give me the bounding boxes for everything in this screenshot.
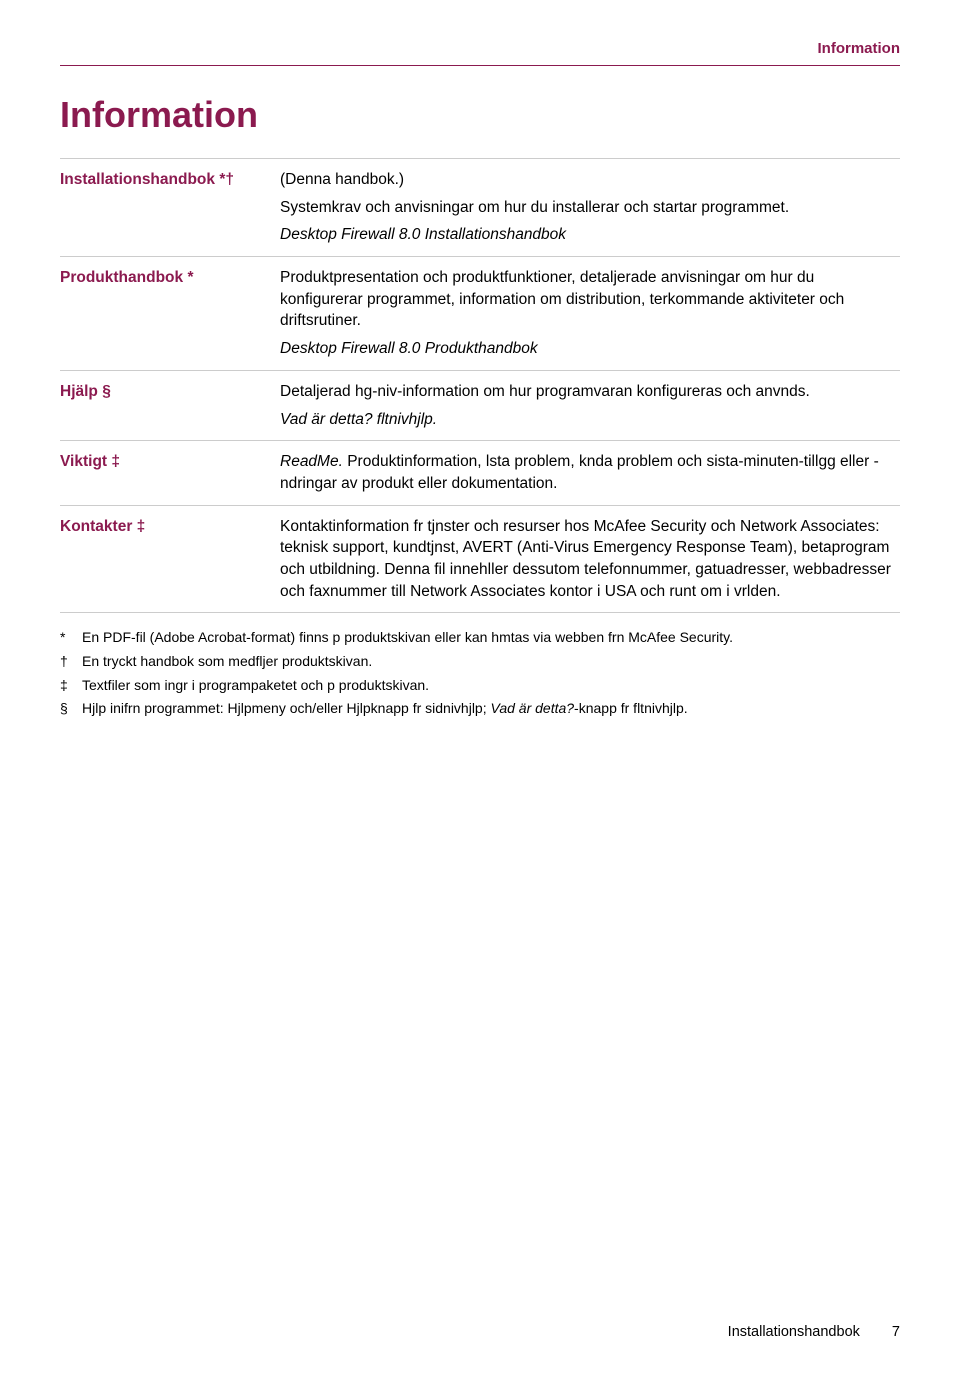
description-paragraph: Detaljerad hg-niv-information om hur pro… [280, 381, 892, 403]
footnote: *En PDF-fil (Adobe Acrobat-format) finns… [60, 627, 900, 649]
term-cell: Installationshandbok *† [60, 159, 280, 257]
table-row: Hjälp §Detaljerad hg-niv-information om … [60, 370, 900, 440]
page-title: Information [60, 94, 900, 136]
table-row: Produkthandbok *Produktpresentation och … [60, 257, 900, 371]
description-paragraph: Desktop Firewall 8.0 Produkthandbok [280, 338, 892, 360]
footer-page-number: 7 [892, 1324, 900, 1340]
term-cell: Hjälp § [60, 370, 280, 440]
footnote-text: En tryckt handbok som medfljer produktsk… [82, 651, 372, 673]
table-row: Installationshandbok *†(Denna handbok.) S… [60, 159, 900, 257]
description-paragraph: (Denna handbok.) [280, 169, 892, 191]
description-paragraph: Desktop Firewall 8.0 Installationshandbo… [280, 224, 892, 246]
footnote-symbol: † [60, 651, 82, 673]
description-paragraph: Produktpresentation och produktfunktione… [280, 267, 892, 332]
footnote-symbol: ‡ [60, 675, 82, 697]
footnotes: *En PDF-fil (Adobe Acrobat-format) finns… [60, 627, 900, 720]
description-cell: (Denna handbok.) Systemkrav och anvisning… [280, 159, 900, 257]
description-paragraph: Vad är detta? fltnivhjlp. [280, 409, 892, 431]
description-cell: ReadMe. Produktinformation, lsta problem… [280, 441, 900, 505]
description-cell: Detaljerad hg-niv-information om hur pro… [280, 370, 900, 440]
description-paragraph: Kontaktinformation fr tjnster och resurs… [280, 516, 892, 603]
page-footer: Installationshandbok 7 [60, 1324, 900, 1340]
description-cell: Produktpresentation och produktfunktione… [280, 257, 900, 371]
footnote-text: Hjlp inifrn programmet: Hjlpmeny och/ell… [82, 698, 688, 720]
footnote-symbol: * [60, 627, 82, 649]
term-cell: Produkthandbok * [60, 257, 280, 371]
footer-doc-name: Installationshandbok [728, 1324, 860, 1340]
footnote: ‡Textfiler som ingr i programpaketet och… [60, 675, 900, 697]
description-paragraph: Systemkrav och anvisningar om hur du ins… [280, 197, 892, 219]
table-row: Kontakter ‡Kontaktinformation fr tjnster… [60, 505, 900, 613]
footnote-text: Textfiler som ingr i programpaketet och … [82, 675, 429, 697]
term-cell: Kontakter ‡ [60, 505, 280, 613]
header-label: Information [60, 40, 900, 57]
table-row: Viktigt ‡ReadMe. Produktinformation, lst… [60, 441, 900, 505]
header-rule [60, 65, 900, 66]
footnote-symbol: § [60, 698, 82, 720]
description-cell: Kontaktinformation fr tjnster och resurs… [280, 505, 900, 613]
definition-table: Installationshandbok *†(Denna handbok.) S… [60, 158, 900, 613]
footnote: †En tryckt handbok som medfljer produkts… [60, 651, 900, 673]
footnote: §Hjlp inifrn programmet: Hjlpmeny och/el… [60, 698, 900, 720]
description-paragraph: ReadMe. Produktinformation, lsta problem… [280, 451, 892, 494]
term-cell: Viktigt ‡ [60, 441, 280, 505]
footnote-text: En PDF-fil (Adobe Acrobat-format) finns … [82, 627, 733, 649]
